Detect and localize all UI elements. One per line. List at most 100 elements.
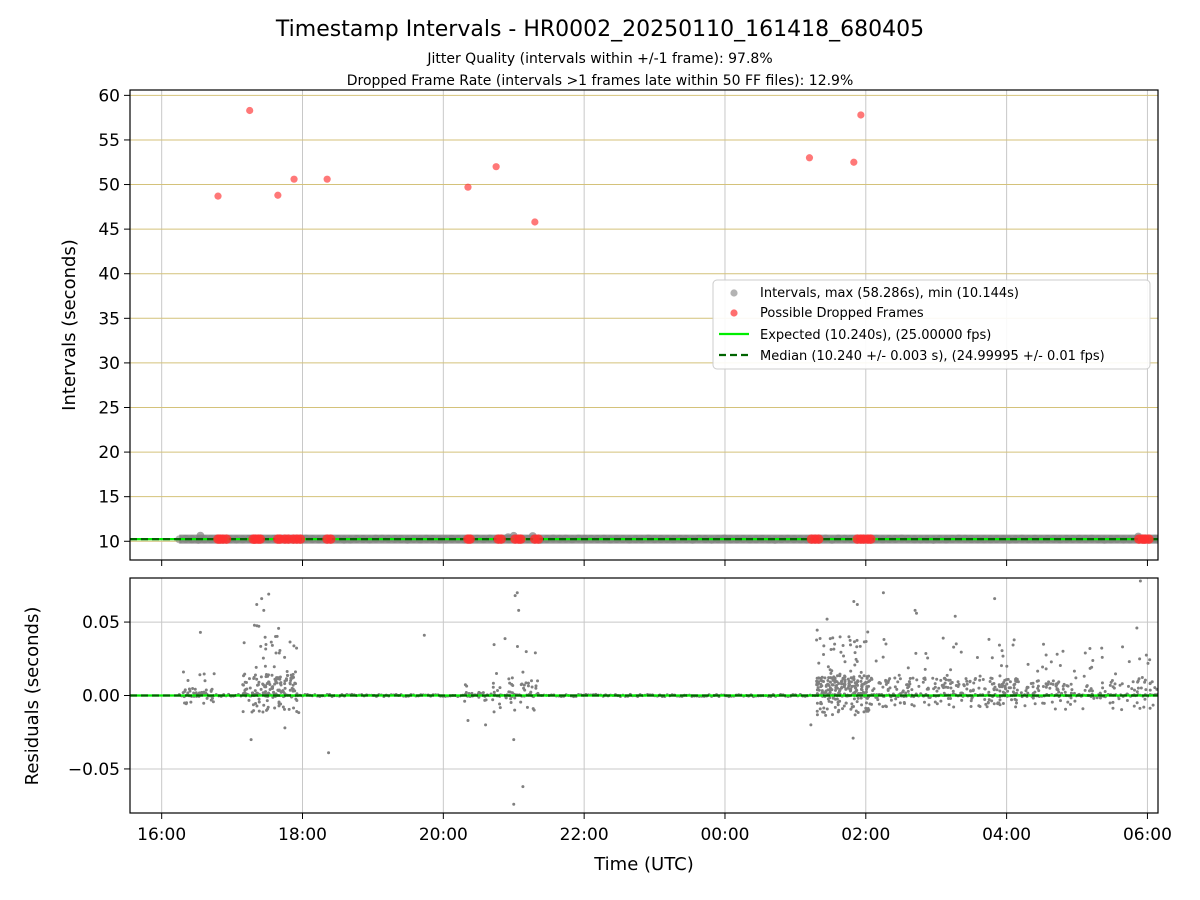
residual-point: [910, 688, 914, 692]
residual-point: [1061, 649, 1065, 653]
residual-point: [276, 688, 280, 692]
residual-point: [283, 682, 287, 686]
residual-point: [869, 676, 873, 680]
residual-point: [1155, 687, 1158, 691]
residual-point: [1088, 647, 1092, 651]
residual-point: [854, 686, 858, 690]
legend-intervals-marker: [730, 289, 738, 297]
residual-point: [464, 691, 468, 695]
residual-point: [859, 670, 863, 674]
residual-point: [973, 677, 977, 681]
residual-point: [990, 699, 994, 703]
interval-point: [196, 531, 205, 540]
residual-point: [521, 670, 525, 674]
residual-point: [270, 673, 274, 677]
residual-point: [498, 702, 502, 706]
residual-point: [268, 687, 272, 691]
residual-point: [1069, 682, 1073, 686]
residual-point: [819, 676, 823, 680]
residual-point: [998, 684, 1002, 688]
residual-point: [968, 679, 972, 683]
residual-point: [191, 687, 195, 691]
residual-point: [1064, 707, 1068, 711]
residual-point: [536, 679, 540, 683]
residual-point: [1136, 686, 1140, 690]
dropped-frame-point: [865, 534, 876, 544]
chart-title: Timestamp Intervals - HR0002_20250110_16…: [275, 17, 924, 42]
residual-point: [953, 614, 957, 618]
residual-point: [947, 703, 951, 707]
residual-point: [856, 691, 860, 695]
residual-point: [189, 700, 193, 704]
residual-point: [809, 723, 813, 727]
residual-point: [1011, 643, 1015, 647]
residual-point: [1041, 685, 1045, 689]
residual-point: [534, 684, 538, 688]
residual-point: [904, 691, 908, 695]
residual-point: [817, 688, 821, 692]
residual-point: [856, 679, 860, 683]
residual-point: [1050, 700, 1054, 704]
residual-point: [829, 647, 833, 651]
residual-point: [864, 706, 868, 710]
residual-point: [1101, 686, 1105, 690]
residual-point: [283, 686, 287, 690]
residual-point: [261, 691, 265, 695]
residual-point: [534, 686, 538, 690]
residual-point: [823, 676, 827, 680]
y-tick-label: 50: [98, 176, 120, 196]
residual-point: [815, 638, 819, 642]
residual-point: [241, 692, 245, 696]
residual-point: [1137, 677, 1141, 681]
residual-point: [495, 671, 499, 675]
residual-point: [822, 653, 826, 657]
residual-point: [926, 656, 930, 660]
residual-point: [255, 624, 259, 628]
residual-point: [1140, 676, 1144, 680]
residual-point: [1058, 663, 1062, 667]
residual-point: [835, 674, 839, 678]
residual-point: [491, 685, 495, 689]
residual-point: [860, 703, 864, 707]
residual-point: [278, 649, 282, 653]
residual-point: [197, 691, 201, 695]
residual-point: [818, 707, 822, 711]
residual-point: [914, 611, 918, 615]
residual-point: [999, 664, 1003, 668]
chart-subtitle-dropped: Dropped Frame Rate (intervals >1 frames …: [347, 73, 854, 89]
residual-point: [962, 684, 966, 688]
residual-point: [1015, 688, 1019, 692]
residual-point: [1014, 677, 1018, 681]
residual-point: [817, 661, 821, 665]
residual-point: [526, 681, 530, 685]
residual-point: [908, 682, 912, 686]
residual-point: [949, 668, 953, 672]
residual-point: [1051, 682, 1055, 686]
residual-point: [850, 684, 854, 688]
residual-point: [864, 681, 868, 685]
residual-point: [1042, 642, 1046, 646]
residual-point: [874, 659, 878, 663]
residual-point: [266, 705, 270, 709]
y-tick-label: 35: [98, 309, 120, 329]
residual-point: [956, 680, 960, 684]
residual-point: [295, 646, 299, 650]
residual-point: [1113, 682, 1117, 686]
residual-point: [897, 673, 901, 677]
residual-point: [1000, 685, 1004, 689]
residual-point: [849, 669, 853, 673]
residual-point: [257, 680, 261, 684]
residual-point: [834, 684, 838, 688]
residual-point: [288, 681, 292, 685]
residual-point: [1037, 689, 1041, 693]
residual-point: [1058, 699, 1062, 703]
residual-point: [877, 681, 881, 685]
residual-point: [512, 738, 516, 742]
residual-point: [995, 688, 999, 692]
residual-point: [265, 681, 269, 685]
residual-point: [1004, 687, 1008, 691]
residual-point: [933, 700, 937, 704]
residual-point: [252, 675, 256, 679]
y-tick-label: 40: [98, 265, 120, 285]
residual-point: [852, 600, 856, 603]
